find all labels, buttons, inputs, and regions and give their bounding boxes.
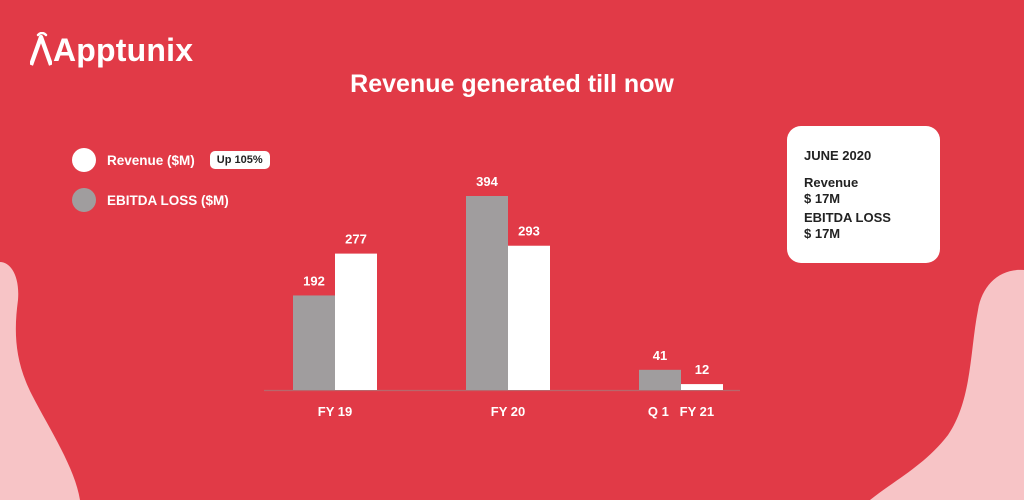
card-revenue-value: $ 17M: [804, 191, 841, 206]
bar-ebitda-2: [639, 369, 681, 390]
category-label-2: Q 1 FY 21: [648, 404, 714, 419]
card-date: JUNE 2020: [804, 148, 872, 163]
data-label-revenue-1: 293: [518, 224, 540, 239]
card-ebitda-label: EBITDA LOSS: [804, 210, 891, 225]
legend-revenue-label: Revenue ($M): [107, 152, 195, 168]
growth-badge: Up 105%: [209, 151, 270, 169]
legend-item-revenue: Revenue ($M) Up 105%: [72, 148, 270, 172]
brand-logo: Apptunix: [30, 32, 193, 66]
legend-item-ebitda: EBITDA LOSS ($M): [72, 188, 270, 212]
right-blob: [870, 269, 1024, 500]
legend-ebitda-label: EBITDA LOSS ($M): [107, 192, 229, 208]
bar-revenue-1: [508, 245, 550, 390]
bar-ebitda-1: [466, 196, 508, 390]
data-label-ebitda-0: 192: [303, 273, 325, 288]
ebitda-swatch-icon: [72, 188, 96, 212]
data-label-revenue-0: 277: [345, 232, 367, 247]
category-label-0: FY 19: [318, 404, 352, 419]
info-card: JUNE 2020 Revenue $ 17M EBITDA LOSS $ 17…: [787, 126, 940, 263]
bar-revenue-2: [681, 384, 723, 390]
card-ebitda-value: $ 17M: [804, 226, 841, 241]
left-blob: [0, 262, 80, 500]
bar-ebitda-0: [293, 295, 335, 390]
data-label-ebitda-1: 394: [476, 174, 498, 189]
logo-mark-icon: [30, 32, 52, 66]
chart-legend: Revenue ($M) Up 105% EBITDA LOSS ($M): [72, 148, 270, 228]
revenue-swatch-icon: [72, 148, 96, 172]
card-revenue-label: Revenue: [804, 175, 859, 190]
data-label-revenue-2: 12: [695, 362, 709, 377]
page-title: Revenue generated till now: [350, 70, 674, 98]
bar-revenue-0: [335, 253, 377, 390]
category-label-1: FY 20: [491, 404, 525, 419]
brand-name: Apptunix: [53, 32, 194, 68]
data-label-ebitda-2: 41: [653, 348, 667, 363]
